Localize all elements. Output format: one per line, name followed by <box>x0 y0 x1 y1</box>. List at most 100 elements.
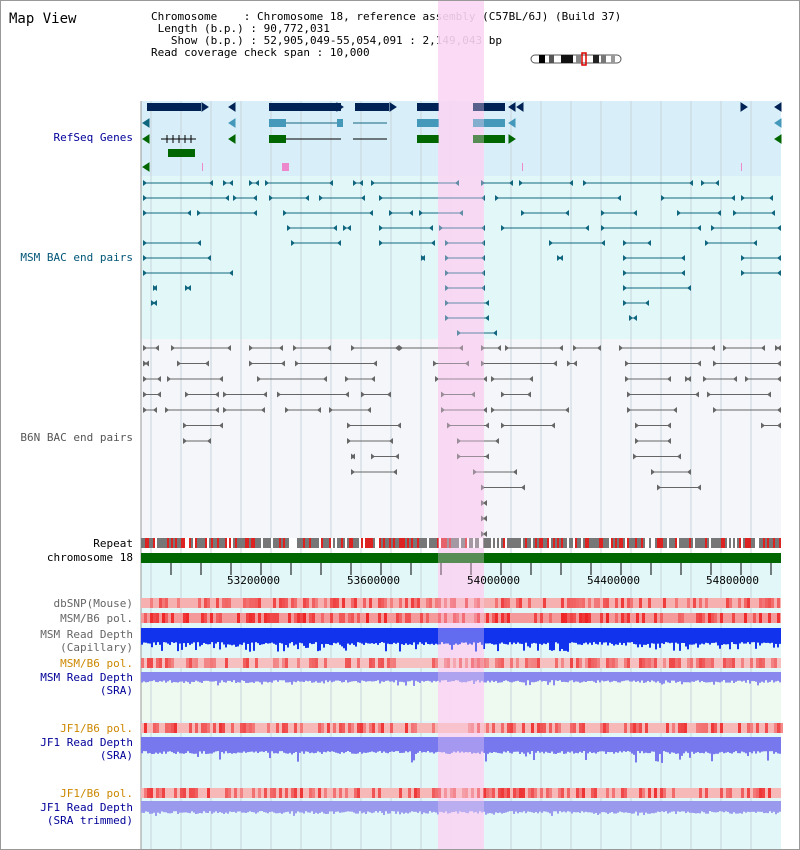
track-label-b6n-bac[interactable]: B6N BAC end pairs <box>20 431 133 444</box>
depth-bar <box>561 811 563 813</box>
depth-bar <box>389 642 391 645</box>
track-label-chromosome[interactable]: chromosome 18 <box>46 551 133 564</box>
track-label-jf1-depth-sra[interactable]: JF1 Read Depth <box>40 736 133 749</box>
heat-cell <box>696 658 699 668</box>
depth-bar <box>675 680 677 683</box>
depth-bar <box>283 642 285 652</box>
heat-cell <box>183 613 186 623</box>
depth-bar <box>687 751 689 753</box>
track-label-msm-bac[interactable]: MSM BAC end pairs <box>20 251 133 264</box>
depth-bar <box>227 811 229 814</box>
depth-bar <box>569 811 571 812</box>
depth-bar <box>649 680 651 683</box>
repeat-segment <box>605 538 607 548</box>
depth-bar <box>227 642 229 645</box>
heat-cell <box>309 658 312 668</box>
bac-end <box>143 240 147 246</box>
heat-cell <box>273 788 276 798</box>
heat-cell <box>285 598 288 608</box>
bac-end <box>255 180 259 186</box>
depth-bar <box>531 642 533 644</box>
depth-bar <box>459 642 461 645</box>
gene-feature <box>282 163 289 171</box>
depth-bar <box>585 751 587 760</box>
depth-bar <box>729 642 731 650</box>
bac-end <box>253 195 257 201</box>
depth-bar <box>233 811 235 812</box>
gene-arrow <box>508 102 516 112</box>
depth-bar <box>303 811 305 814</box>
depth-bar <box>205 811 207 813</box>
depth-bar <box>539 642 541 644</box>
track-label-dbsnp[interactable]: dbSNP(Mouse) <box>53 597 133 610</box>
depth-bar <box>381 811 383 813</box>
track-label-msm-b6-pol-1[interactable]: MSM/B6 pol. <box>60 612 133 625</box>
track-label-jf1-depth-trim[interactable]: JF1 Read Depth <box>40 801 133 814</box>
bac-end <box>459 345 463 351</box>
repeat-segment <box>507 538 509 548</box>
depth-bar <box>163 751 165 752</box>
repeat-segment <box>391 538 393 548</box>
bac-end <box>481 345 485 351</box>
repeat-segment <box>667 538 669 548</box>
heat-cell <box>144 613 147 623</box>
heat-cell <box>270 788 273 798</box>
heat-cell <box>321 613 324 623</box>
depth-bar <box>707 680 709 683</box>
heat-cell <box>174 788 177 798</box>
depth-bar <box>739 642 741 644</box>
heat-cell <box>426 613 429 623</box>
heat-cell <box>753 613 756 623</box>
depth-bar <box>147 642 149 644</box>
depth-bar <box>775 680 777 682</box>
track-label-jf1-b6-pol-1[interactable]: JF1/B6 pol. <box>60 722 133 735</box>
repeat-segment <box>603 538 605 548</box>
heat-cell <box>210 658 213 668</box>
depth-bar <box>165 680 167 683</box>
depth-bar <box>527 811 529 812</box>
bac-end <box>681 255 685 261</box>
depth-bar <box>417 811 419 813</box>
repeat-segment <box>145 538 147 548</box>
track-label-msm-b6-pol-2[interactable]: MSM/B6 pol. <box>60 657 133 670</box>
depth-bar <box>273 642 275 644</box>
depth-bar <box>501 680 503 683</box>
depth-bar <box>467 642 469 645</box>
depth-bar <box>333 811 335 814</box>
depth-bar <box>219 680 221 683</box>
depth-bar <box>671 680 673 681</box>
track-label-jf1-b6-pol-2[interactable]: JF1/B6 pol. <box>60 787 133 800</box>
heat-cell <box>747 788 750 798</box>
depth-bar <box>339 751 341 754</box>
bac-end <box>419 210 423 216</box>
bac-end <box>347 422 351 429</box>
heat-cell <box>477 723 480 733</box>
heat-cell <box>459 658 462 668</box>
depth-bar <box>181 680 183 682</box>
heat-cell <box>450 788 453 798</box>
heat-cell <box>369 598 372 608</box>
heat-cell <box>294 723 297 733</box>
depth-bar <box>621 751 623 753</box>
track-label-msm-depth-sra[interactable]: MSM Read Depth <box>40 671 133 684</box>
bac-end <box>583 180 587 186</box>
depth-bar <box>323 811 325 814</box>
depth-bar <box>225 811 227 813</box>
heat-cell <box>333 598 336 608</box>
depth-bar <box>269 680 271 682</box>
bac-end <box>229 270 233 276</box>
repeat-segment <box>335 538 337 548</box>
depth-bar <box>705 811 707 814</box>
heat-cell <box>573 723 576 733</box>
depth-bar <box>241 642 243 645</box>
depth-bar <box>275 811 277 814</box>
track-label-msm-depth-cap[interactable]: MSM Read Depth <box>40 628 133 641</box>
repeat-segment <box>261 538 263 548</box>
track-label-refseq[interactable]: RefSeq Genes <box>53 131 133 144</box>
heat-cell <box>699 723 702 733</box>
track-label-repeat[interactable]: Repeat <box>93 537 133 550</box>
depth-bar <box>741 751 743 752</box>
heat-cell <box>357 723 360 733</box>
depth-bar <box>777 811 779 813</box>
